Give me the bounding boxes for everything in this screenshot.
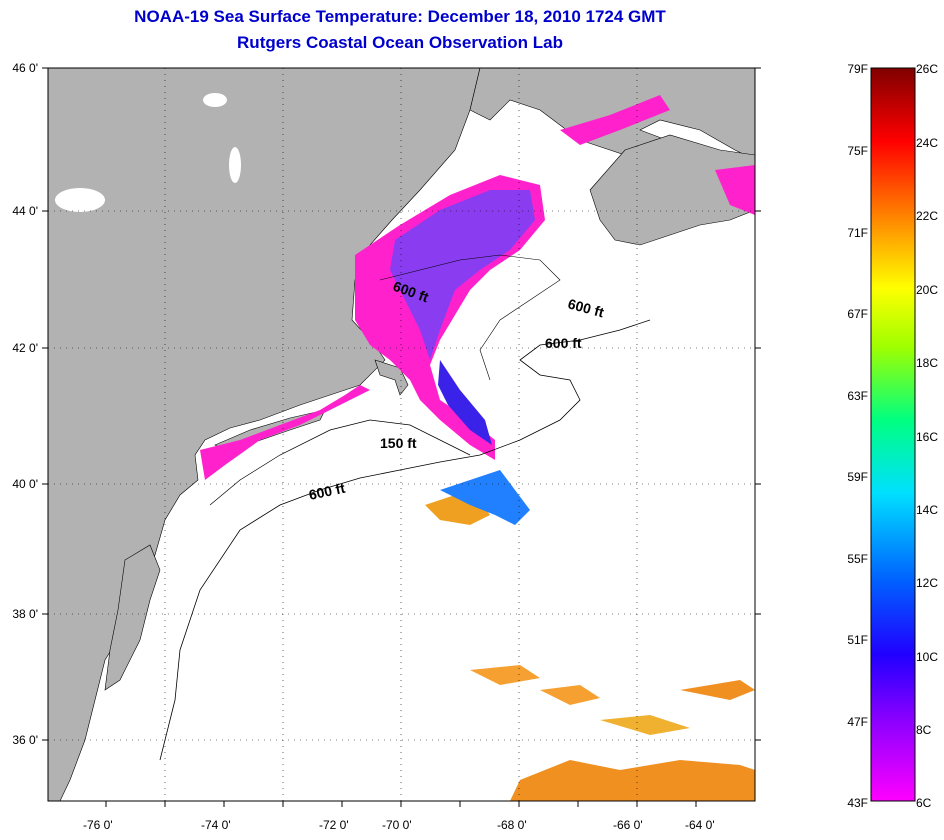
colorbar-c-label: 6C (916, 796, 932, 810)
colorbar-c-label: 12C (916, 576, 939, 590)
colorbar-c-label: 26C (916, 62, 939, 76)
colorbar-f-label: 79F (847, 62, 868, 76)
colorbar-c-label: 8C (916, 723, 932, 737)
isobath-label: 150 ft (380, 435, 417, 451)
sst-warm-south-3 (470, 665, 540, 685)
map-subtitle: Rutgers Coastal Ocean Observation Lab (237, 33, 563, 52)
lat-label: 42 0' (12, 341, 38, 355)
lon-label: -70 0' (382, 818, 412, 832)
colorbar-c-label: 24C (916, 136, 939, 150)
colorbar-c-label: 20C (916, 283, 939, 297)
isobath-label: 600 ft (545, 335, 582, 351)
lat-label: 46 0' (12, 61, 38, 75)
lon-label: -74 0' (201, 818, 231, 832)
land-us-mainland (48, 68, 481, 801)
sst-bay-of-fundy (560, 95, 670, 145)
colorbar-c-label: 14C (916, 503, 939, 517)
lake (229, 147, 241, 183)
sst-warm-south-5 (600, 715, 690, 735)
map-title: NOAA-19 Sea Surface Temperature: Decembe… (134, 7, 666, 26)
colorbar-c-label: 16C (916, 430, 939, 444)
colorbar-f-label: 59F (847, 470, 868, 484)
lon-label: -64 0' (685, 818, 715, 832)
lon-label: -68 0' (497, 818, 527, 832)
lat-label: 36 0' (12, 733, 38, 747)
lat-label: 44 0' (12, 204, 38, 218)
sst-gulf-of-maine-blue (438, 360, 492, 445)
lon-label: -66 0' (613, 818, 643, 832)
colorbar-f-label: 71F (847, 226, 868, 240)
colorbar-f-label: 51F (847, 633, 868, 647)
land-delmarva (104, 544, 161, 691)
colorbar-c-label: 10C (916, 650, 939, 664)
colorbar-f-label: 63F (847, 389, 868, 403)
lake (55, 188, 105, 212)
sst-nova-scotia-shelf (715, 165, 755, 215)
sst-gulf-of-maine-purple (390, 190, 535, 360)
sst-warm-south-4 (680, 680, 755, 700)
sst-warm-south-1 (510, 760, 755, 801)
isobath-600ft (159, 319, 651, 761)
axis-ticks (42, 67, 761, 807)
colorbar-f-label: 55F (847, 552, 868, 566)
lat-label: 40 0' (12, 477, 38, 491)
colorbar-c-label: 18C (916, 356, 939, 370)
colorbar-f-label: 47F (847, 715, 868, 729)
colorbar-f-label: 75F (847, 144, 868, 158)
colorbar-f-label: 43F (847, 796, 868, 810)
lake (203, 93, 227, 107)
graticule (48, 68, 755, 801)
isobath-label: 600 ft (307, 480, 346, 503)
isobath-gom (379, 254, 561, 381)
colorbar-f-label: 67F (847, 307, 868, 321)
temperature-colorbar (870, 67, 916, 802)
sst-shelf-magenta (200, 385, 370, 480)
land-nova-scotia (589, 134, 755, 246)
lat-label: 38 0' (12, 607, 38, 621)
sst-warm-south-2 (540, 685, 600, 705)
lon-label: -76 0' (83, 818, 113, 832)
lon-label: -72 0' (319, 818, 349, 832)
colorbar-c-label: 22C (916, 209, 939, 223)
isobath-150ft (209, 419, 471, 506)
